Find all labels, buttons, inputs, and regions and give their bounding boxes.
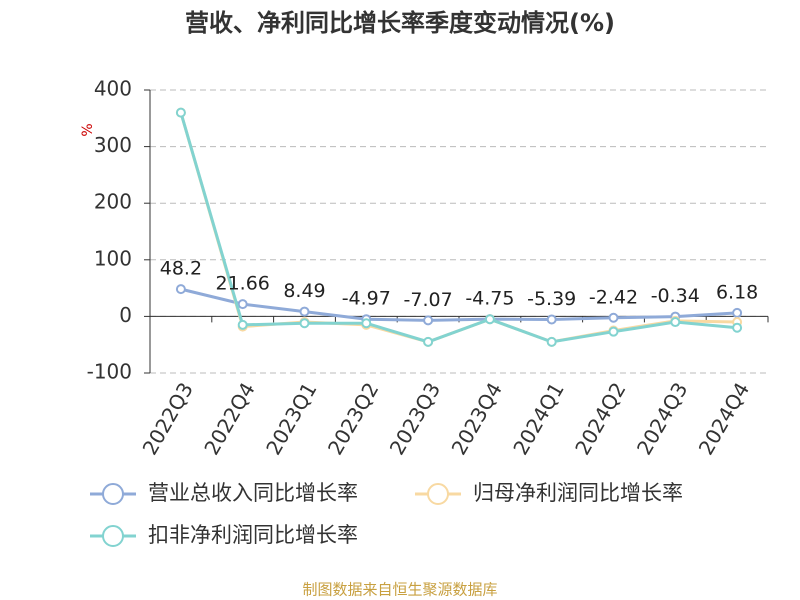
data-point [423, 315, 434, 326]
data-label: -4.75 [465, 288, 514, 310]
data-label: -7.07 [404, 289, 453, 311]
data-label: 8.49 [283, 280, 325, 302]
x-tick-label: 2023Q4 [447, 378, 507, 459]
data-point [670, 317, 681, 328]
y-tick-label: -100 [87, 360, 132, 384]
y-axis-label: % [80, 123, 96, 136]
legend-label: 扣非净利润同比增长率 [148, 523, 358, 547]
y-tick-label: 100 [94, 246, 132, 270]
data-label: 6.18 [716, 281, 758, 303]
data-label: 48.2 [160, 258, 202, 280]
x-tick-label: 2023Q1 [261, 378, 321, 459]
legend-marker [427, 483, 449, 505]
data-point [484, 314, 495, 325]
x-tick-label: 2024Q2 [570, 378, 630, 459]
source-note: 制图数据来自恒生聚源数据库 [302, 581, 497, 599]
y-tick-label: 400 [94, 77, 132, 101]
x-tick-label: 2024Q3 [632, 378, 692, 459]
data-label: -5.39 [527, 288, 576, 310]
y-tick-label: 300 [94, 133, 132, 157]
data-point [423, 336, 434, 347]
data-point [237, 299, 248, 310]
data-point [299, 318, 310, 329]
legend-marker [102, 525, 124, 547]
data-point [546, 314, 557, 325]
data-label: -4.97 [342, 288, 391, 310]
data-point [608, 312, 619, 323]
x-tick-label: 2024Q4 [694, 378, 754, 459]
data-point [546, 336, 557, 347]
x-tick-label: 2023Q3 [385, 378, 445, 459]
data-label: 21.66 [215, 273, 269, 295]
series-line [179, 112, 738, 344]
data-point [732, 307, 743, 318]
legend-label: 营业总收入同比增长率 [148, 481, 358, 505]
chart-title: 营收、净利同比增长率季度变动情况(%) [185, 9, 615, 37]
data-point [299, 306, 310, 317]
y-tick-label: 200 [94, 190, 132, 214]
data-point [175, 284, 186, 295]
legend-label: 归母净利润同比增长率 [473, 481, 683, 505]
y-tick-label: 0 [119, 303, 132, 327]
x-tick-label: 2022Q3 [138, 378, 198, 459]
data-point [608, 326, 619, 337]
x-tick-label: 2024Q1 [508, 378, 568, 459]
data-label: -0.34 [651, 285, 700, 307]
legend-marker [102, 483, 124, 505]
series-line [180, 287, 738, 322]
x-tick-label: 2022Q4 [199, 378, 259, 459]
data-label: -2.42 [589, 286, 638, 308]
data-point [361, 318, 372, 329]
x-tick-label: 2023Q2 [323, 378, 383, 459]
data-point [732, 322, 743, 333]
data-point [175, 107, 186, 118]
data-point [237, 319, 248, 330]
